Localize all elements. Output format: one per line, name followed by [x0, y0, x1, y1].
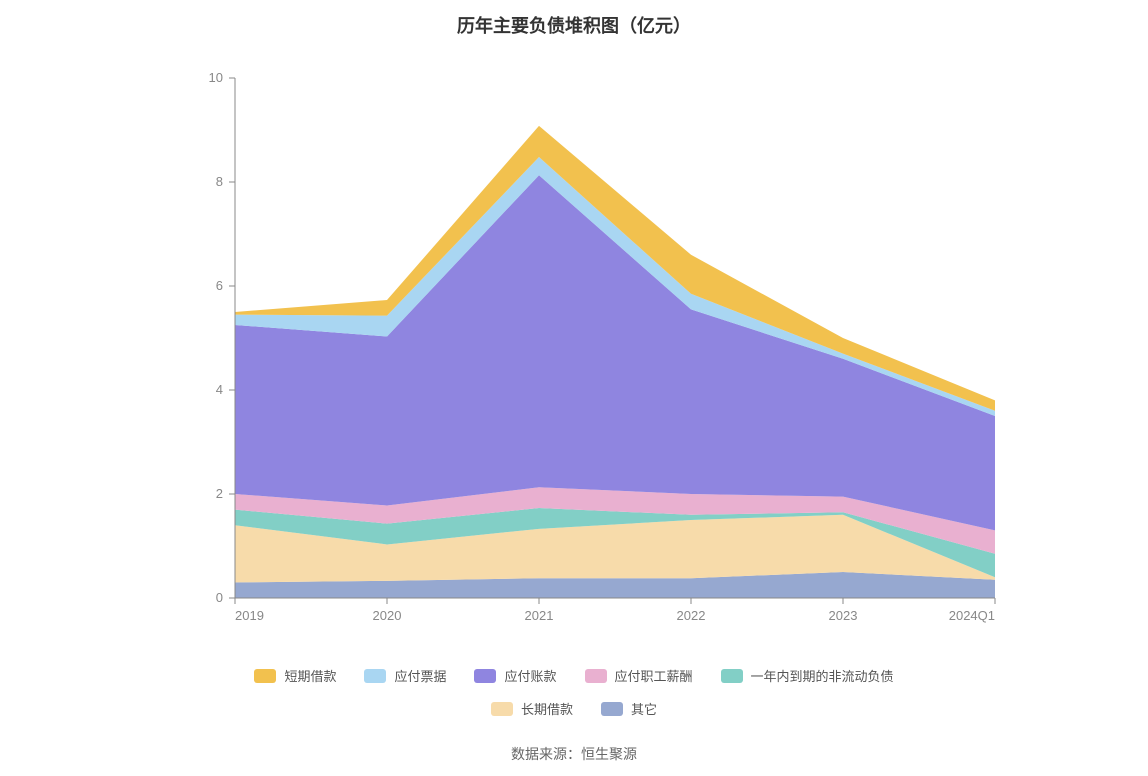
legend-swatch [364, 669, 386, 683]
x-tick-label: 2021 [525, 608, 554, 623]
legend-label: 其它 [631, 699, 657, 718]
chart-svg: 0 2 4 6 8 10 2019 2020 2021 2022 2023 2024Q1 [195, 68, 1015, 628]
data-source-credit: 数据来源：恒生聚源 [0, 744, 1148, 764]
chart-container: 历年主要负债堆积图（亿元） 0 2 4 6 8 10 2019 2020 2021 2022 202… [0, 0, 1148, 776]
legend-swatch [491, 702, 513, 716]
legend-label: 短期借款 [284, 666, 336, 685]
x-tick-label: 2020 [373, 608, 402, 623]
legend-item[interactable]: 应付票据 [364, 666, 446, 685]
y-tick-label: 8 [216, 174, 223, 189]
x-tick-label: 2024Q1 [949, 608, 995, 623]
legend-swatch [585, 669, 607, 683]
y-tick-label: 0 [216, 590, 223, 605]
legend: 短期借款 应付票据 应付账款 应付职工薪酬 一年内到期的非流动负债长期借款 其它 [0, 666, 1148, 718]
y-tick-label: 2 [216, 486, 223, 501]
legend-swatch [474, 669, 496, 683]
plot-area: 0246810201920202021202220232024Q1 [195, 68, 955, 588]
legend-swatch [254, 669, 276, 683]
y-tick-label: 4 [216, 382, 223, 397]
legend-label: 应付票据 [394, 666, 446, 685]
x-tick-label: 2019 [235, 608, 264, 623]
legend-swatch [721, 669, 743, 683]
chart-title: 历年主要负债堆积图（亿元） [0, 12, 1148, 38]
stacked-areas [235, 126, 995, 598]
legend-item[interactable]: 应付职工薪酬 [585, 666, 693, 685]
legend-label: 长期借款 [521, 699, 573, 718]
x-tick-label: 2023 [829, 608, 858, 623]
legend-item[interactable]: 一年内到期的非流动负债 [721, 666, 894, 685]
legend-swatch [601, 702, 623, 716]
legend-item[interactable]: 长期借款 [491, 699, 573, 718]
legend-item[interactable]: 其它 [601, 699, 657, 718]
legend-item[interactable]: 短期借款 [254, 666, 336, 685]
y-tick-label: 10 [209, 70, 223, 85]
x-tick-label: 2022 [677, 608, 706, 623]
y-tick-label: 6 [216, 278, 223, 293]
legend-label: 一年内到期的非流动负债 [751, 666, 894, 685]
legend-item[interactable]: 应付账款 [474, 666, 556, 685]
legend-label: 应付职工薪酬 [615, 666, 693, 685]
legend-label: 应付账款 [504, 666, 556, 685]
